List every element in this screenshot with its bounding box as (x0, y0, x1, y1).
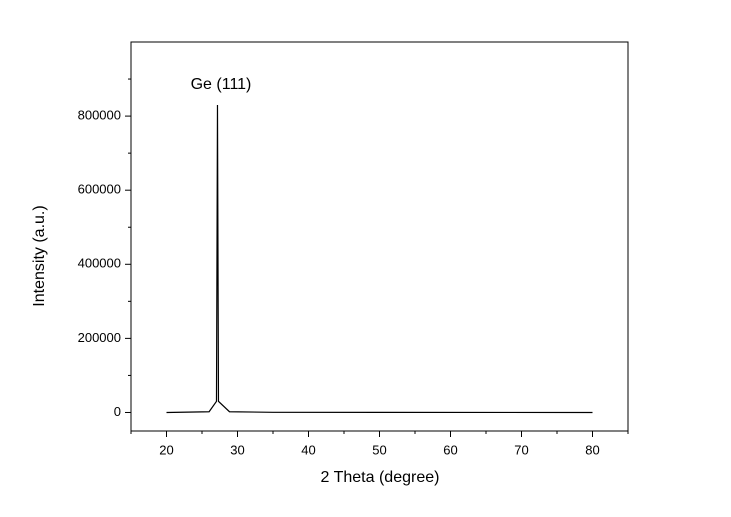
y-tick-label: 400000 (78, 256, 121, 271)
y-tick-label: 800000 (78, 108, 121, 123)
x-tick-label: 20 (159, 442, 173, 457)
x-tick-label: 60 (443, 442, 457, 457)
x-tick-label: 30 (230, 442, 244, 457)
x-tick-label: 40 (301, 442, 315, 457)
y-tick-label: 200000 (78, 330, 121, 345)
data-line (166, 104, 593, 414)
peak-annotation: Ge (111) (191, 76, 252, 93)
x-axis-title: 2 Theta (degree) (321, 469, 440, 486)
y-tick-label: 600000 (78, 182, 121, 197)
x-tick-label: 70 (514, 442, 528, 457)
x-tick-label: 50 (372, 442, 386, 457)
x-tick-label: 80 (585, 442, 599, 457)
plot-frame (130, 41, 629, 432)
y-tick-label: 0 (114, 404, 121, 419)
y-axis-title: Intensity (a.u.) (31, 205, 48, 306)
